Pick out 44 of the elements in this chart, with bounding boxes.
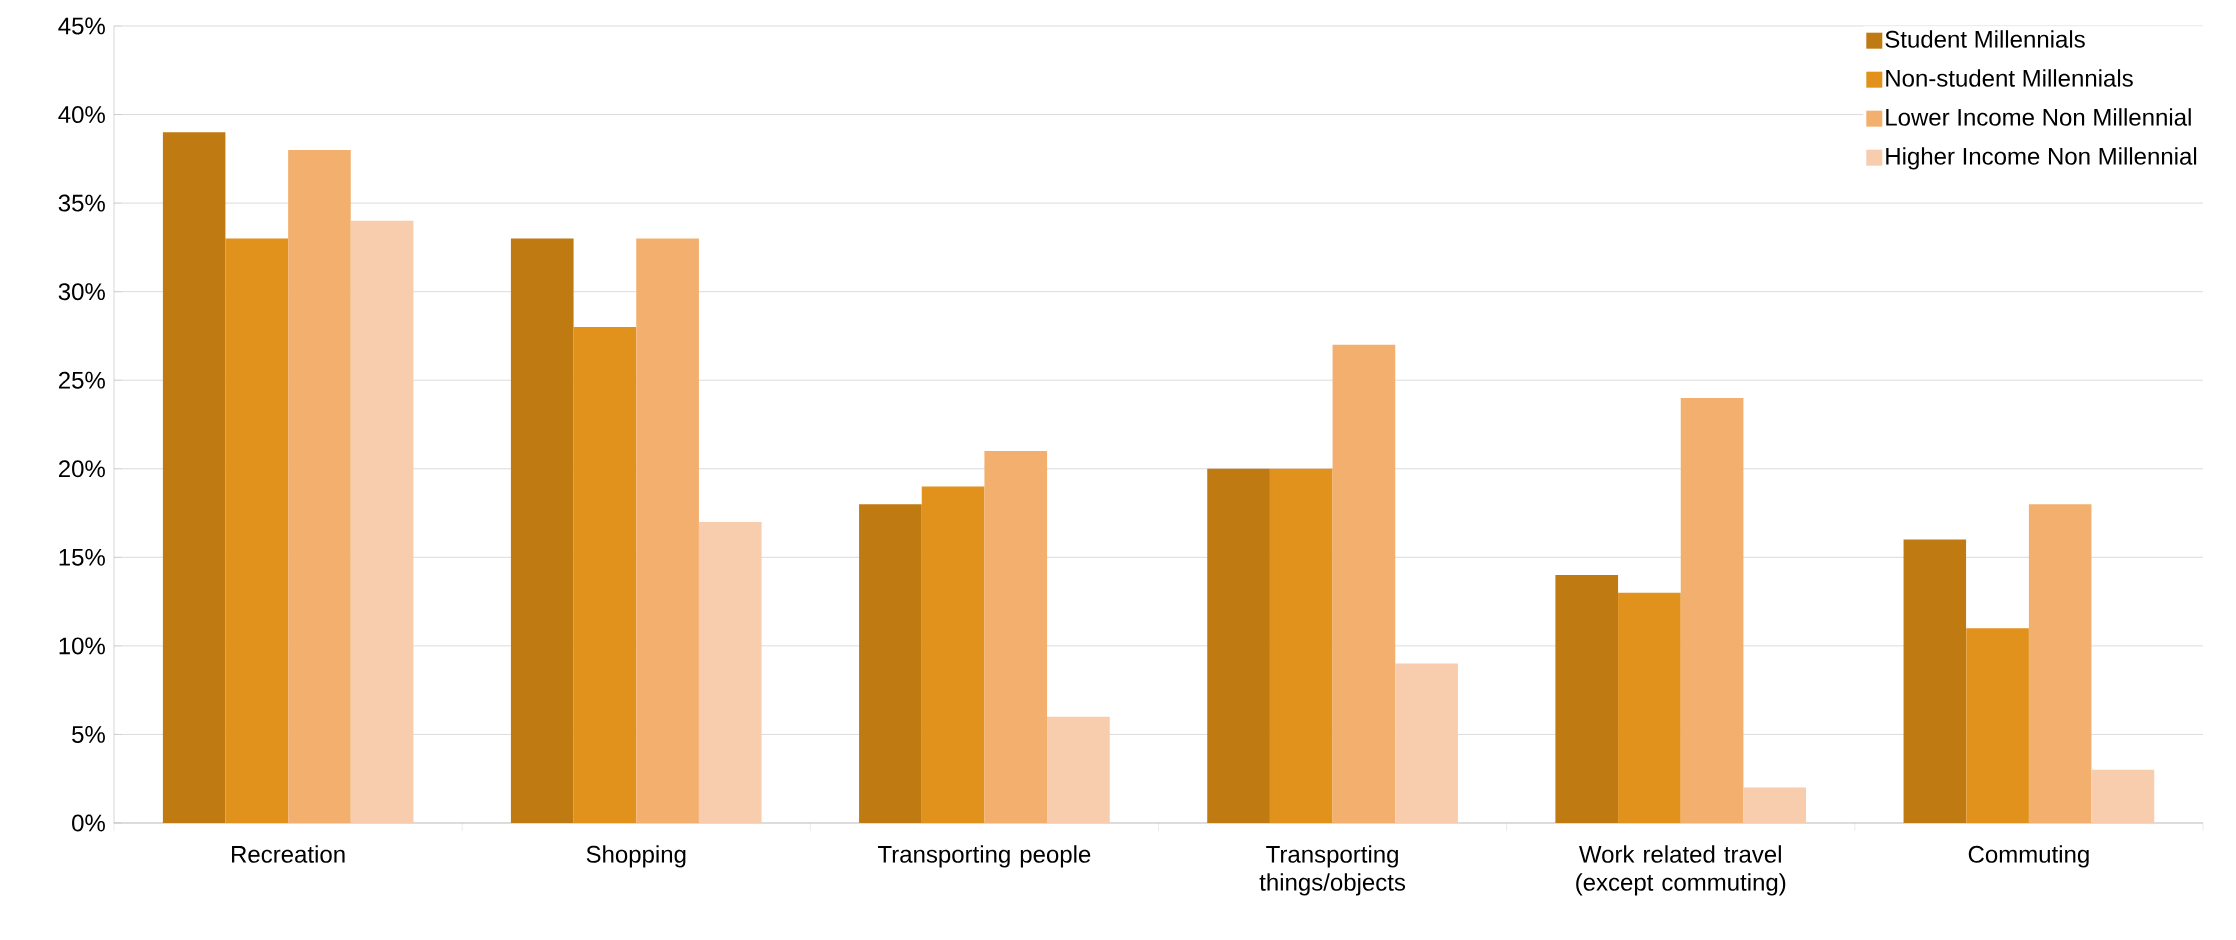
legend-label: Lower Income Non Millennial	[1886, 108, 2191, 126]
y-tick-label: 10%	[59, 637, 105, 655]
y-tick-label: 20%	[58, 460, 105, 478]
y-tick-label: 5%	[72, 726, 105, 743]
bar	[859, 504, 922, 823]
x-tick-label: Commuting	[1968, 845, 2089, 868]
y-tick-label: 35%	[58, 194, 105, 212]
bar	[1269, 468, 1333, 823]
x-tick-label: Recreation	[232, 845, 345, 863]
bar	[984, 451, 1048, 823]
legend-label: Student Millennials	[1885, 30, 2085, 48]
y-tick-label: 45%	[58, 17, 105, 35]
bar	[225, 238, 289, 823]
y-tick-label: 30%	[58, 283, 105, 301]
bar	[698, 521, 762, 823]
bar	[636, 238, 699, 823]
bar	[288, 149, 351, 823]
bar	[1680, 397, 1744, 823]
y-tick-label: 40%	[58, 106, 105, 124]
bar	[510, 238, 574, 823]
bar	[1207, 468, 1270, 823]
x-tick-label: Transporting things/objects	[1259, 845, 1406, 896]
bar	[2028, 504, 2092, 823]
legend-label: Non-student Millennials	[1886, 69, 2133, 87]
bar	[162, 132, 226, 823]
bar	[1395, 663, 1458, 823]
y-tick-label: 15%	[59, 548, 105, 566]
bar	[1743, 787, 1807, 823]
bar	[1966, 628, 2029, 823]
x-tick-label: Transporting people	[877, 845, 1091, 868]
bar	[573, 327, 637, 823]
bar	[1047, 716, 1110, 823]
y-tick-label: 0%	[72, 814, 105, 832]
bar	[1903, 539, 1967, 823]
legend-label: Higher Income Non Millennial	[1886, 147, 2197, 170]
bar	[2091, 769, 2155, 823]
bar	[921, 486, 985, 823]
bar	[1555, 575, 1619, 823]
x-tick-label: Shopping	[586, 845, 686, 868]
bar	[1332, 344, 1396, 823]
x-tick-label: Work related travel (except commuting)	[1576, 845, 1786, 896]
bar	[1618, 592, 1681, 823]
y-tick-label: 25%	[58, 371, 105, 389]
bar	[350, 220, 414, 823]
